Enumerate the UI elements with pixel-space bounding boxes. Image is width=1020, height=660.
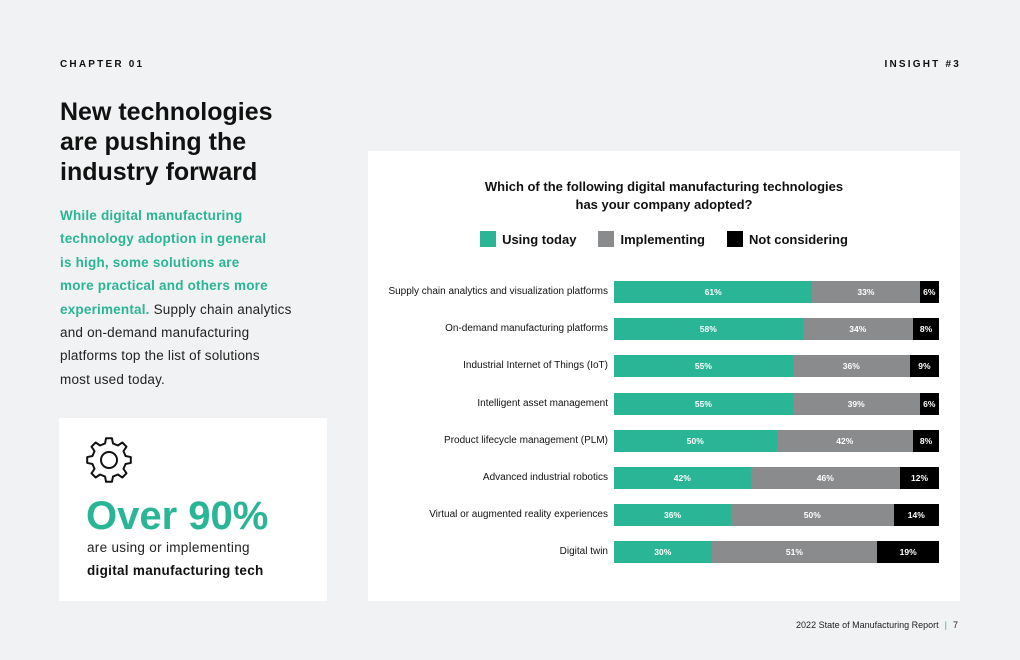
intro-line: most used today. [60, 371, 166, 387]
legend-label: Using today [502, 231, 577, 247]
bar-segment: 36% [792, 355, 910, 378]
chart-title: Which of the following digital manufactu… [368, 178, 960, 214]
chart-card: Which of the following digital manufactu… [368, 151, 960, 601]
chart-row: Product lifecycle management (PLM) 50% 42%… [368, 429, 960, 452]
bar-segment: 30% [614, 541, 712, 564]
stacked-bar: 42% 46% 12% [614, 467, 939, 489]
stacked-bar: 55% 36% 9% [614, 355, 939, 378]
legend-swatch [598, 231, 615, 247]
bar-segment: 39% [792, 392, 920, 415]
stacked-bar: 50% 42% 8% [614, 429, 939, 452]
stacked-bar: 36% 50% 14% [614, 504, 939, 527]
bar-segment: 58% [614, 318, 803, 341]
stacked-bar: 30% 51% 19% [614, 541, 939, 564]
stat-emphasis: digital manufacturing tech [87, 563, 264, 578]
bar-segment: 50% [614, 429, 777, 452]
bar-segment: 12% [900, 467, 939, 489]
stacked-bar: 61% 33% 6% [614, 281, 939, 303]
intro-mixed-line: experimental. Supply chain analytics [60, 298, 322, 321]
bar-segment: 6% [919, 392, 939, 415]
bar-segment: 55% [614, 355, 793, 378]
legend-item-not-considering: Not considering [726, 231, 848, 247]
bar-segment: 14% [893, 504, 939, 527]
bar-segment: 6% [919, 281, 939, 303]
page-number: 7 [952, 620, 958, 630]
page-footer: 2022 State of Manufacturing Report | 7 [796, 620, 958, 630]
chart-row: Virtual or augmented reality experiences… [368, 504, 960, 527]
chart-title-line: has your company adopted? [575, 197, 753, 212]
legend-label: Implementing [620, 231, 705, 247]
bar-segment: 61% [614, 281, 813, 303]
chart-row: Industrial Internet of Things (IoT) 55% 36… [368, 355, 960, 378]
bar-segment: 9% [909, 355, 939, 378]
stacked-bar: 58% 34% 8% [614, 318, 939, 341]
category-label: Industrial Internet of Things (IoT) [463, 360, 608, 372]
bar-segment: 50% [731, 504, 894, 527]
bar-segment: 8% [913, 429, 939, 452]
category-label: Intelligent asset management [477, 397, 608, 409]
intro-highlight-line: is high, some solutions are [60, 254, 240, 270]
chapter-label: CHAPTER 01 [60, 59, 145, 70]
chart-row: On-demand manufacturing platforms 58% 34% 8… [368, 318, 960, 341]
legend-swatch [480, 231, 497, 247]
category-label: Product lifecycle management (PLM) [444, 434, 608, 446]
gear-icon [86, 437, 132, 483]
chart-legend: Using today Implementing Not considering [368, 231, 960, 247]
bar-segment: 55% [614, 392, 793, 415]
intro-highlight-line: more practical and others more [60, 278, 268, 294]
intro-highlight-line: While digital manufacturing [60, 208, 243, 223]
intro-paragraph: While digital manufacturing technology a… [60, 204, 322, 391]
category-label: Advanced industrial robotics [482, 472, 608, 483]
stat-description: are using or implementing [87, 540, 250, 555]
bar-segment: 19% [877, 541, 939, 564]
chart-row: Intelligent asset management 55% 39% 6% [368, 392, 960, 415]
page-title-line: industry forward [60, 158, 258, 186]
chart-row: Advanced industrial robotics 42% 46% 12% [368, 467, 960, 489]
chart-row: Digital twin 30% 51% 19% [368, 541, 960, 564]
legend-swatch [726, 231, 743, 247]
category-label: On-demand manufacturing platforms [445, 323, 608, 335]
bar-segment: 42% [614, 467, 751, 489]
bar-segment: 51% [711, 541, 878, 564]
category-label: Virtual or augmented reality experiences [429, 509, 608, 521]
stat-card: Over 90% are using or implementing digit… [59, 418, 327, 601]
legend-label: Not considering [748, 231, 848, 247]
page-title: New technologies are pushing the industr… [60, 97, 320, 187]
page-title-line: are pushing the [60, 128, 247, 156]
bar-segment: 8% [913, 318, 939, 341]
legend-item-using-today: Using today [480, 231, 576, 247]
insight-label: INSIGHT #3 [884, 59, 961, 70]
intro-line: and on-demand manufacturing [60, 325, 250, 341]
bar-segment: 34% [802, 318, 913, 341]
bar-segment: 42% [776, 429, 913, 452]
chart-row: Supply chain analytics and visualization… [368, 281, 960, 303]
stacked-bar: 55% 39% 6% [614, 392, 939, 415]
legend-item-implementing: Implementing [598, 231, 705, 247]
category-label: Supply chain analytics and visualization… [388, 286, 608, 297]
bar-segment: 46% [750, 467, 900, 489]
report-name: 2022 State of Manufacturing Report [796, 620, 939, 630]
intro-text: Supply chain analytics [149, 301, 292, 317]
chart-title-line: Which of the following digital manufactu… [484, 179, 844, 194]
bar-segment: 33% [812, 281, 920, 303]
category-label: Digital twin [559, 546, 608, 558]
intro-highlight-end: experimental. [60, 301, 150, 317]
intro-line: platforms top the list of solutions [60, 348, 260, 364]
page-title-line: New technologies [60, 98, 273, 126]
footer-separator: | [944, 620, 947, 630]
intro-highlight-line: technology adoption in general [60, 231, 267, 247]
bar-segment: 36% [614, 504, 731, 527]
stat-value: Over 90% [86, 494, 269, 538]
